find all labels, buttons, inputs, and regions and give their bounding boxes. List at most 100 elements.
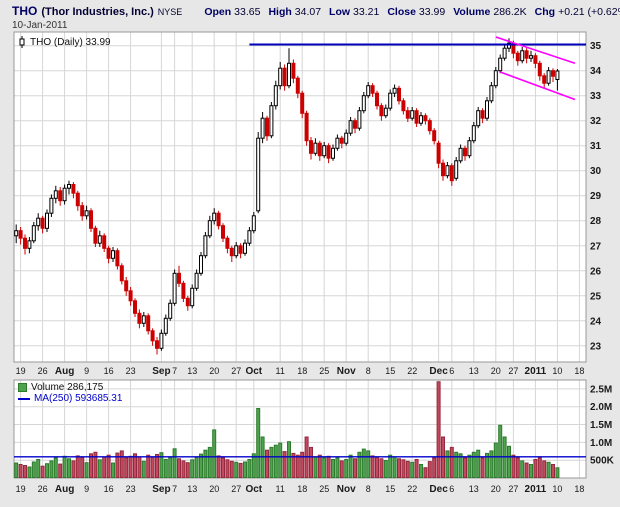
svg-text:20: 20: [209, 484, 219, 494]
svg-text:13: 13: [187, 484, 197, 494]
svg-text:27: 27: [508, 366, 518, 376]
svg-text:31: 31: [590, 141, 602, 152]
ma-legend-text: MA(250) 593685.31: [34, 393, 123, 404]
svg-text:Aug: Aug: [55, 366, 74, 377]
svg-text:2.5M: 2.5M: [590, 384, 612, 395]
svg-text:34: 34: [590, 66, 602, 77]
svg-text:29: 29: [590, 191, 602, 202]
svg-text:20: 20: [491, 366, 501, 376]
svg-text:Nov: Nov: [337, 366, 356, 377]
close-label: Close: [387, 6, 416, 18]
svg-text:Oct: Oct: [245, 484, 262, 495]
svg-text:20: 20: [209, 366, 219, 376]
ticker-symbol: THO: [12, 4, 38, 18]
chg-label: Chg: [534, 6, 556, 18]
svg-text:18: 18: [297, 366, 307, 376]
high-label: High: [268, 6, 292, 18]
svg-text:11: 11: [276, 366, 285, 376]
svg-text:22: 22: [407, 484, 417, 494]
svg-text:19: 19: [16, 484, 26, 494]
svg-text:Aug: Aug: [55, 484, 74, 495]
svg-text:1.5M: 1.5M: [590, 420, 612, 431]
svg-text:7: 7: [172, 484, 177, 494]
svg-text:25: 25: [319, 366, 329, 376]
svg-text:26: 26: [38, 366, 48, 376]
svg-text:18: 18: [574, 366, 584, 376]
price-axis-labels: 23 24 25 26 27 28 29 30 31 32 33 34 35: [590, 41, 602, 352]
gridlines: [14, 32, 586, 478]
svg-text:30: 30: [590, 166, 602, 177]
svg-text:9: 9: [84, 366, 89, 376]
low-value: 33.21: [353, 6, 380, 18]
svg-text:6: 6: [449, 484, 454, 494]
svg-text:27: 27: [508, 484, 518, 494]
svg-text:9: 9: [84, 484, 89, 494]
svg-text:27: 27: [231, 366, 241, 376]
svg-text:25: 25: [319, 484, 329, 494]
svg-text:16: 16: [104, 366, 114, 376]
svg-text:Oct: Oct: [245, 366, 262, 377]
svg-text:13: 13: [469, 366, 479, 376]
svg-text:1.0M: 1.0M: [590, 438, 612, 449]
volume-value: 286.2K: [493, 6, 527, 18]
svg-text:32: 32: [590, 116, 602, 127]
svg-text:11: 11: [276, 484, 285, 494]
svg-text:Nov: Nov: [337, 484, 356, 495]
open-label: Open: [204, 6, 232, 18]
svg-text:500K: 500K: [590, 456, 615, 467]
svg-text:22: 22: [407, 366, 417, 376]
candles-layer: [14, 38, 560, 355]
svg-text:2011: 2011: [525, 484, 547, 495]
svg-text:Sep: Sep: [152, 366, 170, 377]
volume-panel-legend: Volume 286,175 MA(250) 593685.31: [18, 382, 122, 404]
volume-bars-layer: [14, 381, 560, 479]
svg-text:10: 10: [552, 484, 562, 494]
chart-header: THO (Thor Industries, Inc.) NYSE Open 33…: [12, 4, 620, 31]
price-panel: [13, 31, 587, 363]
open-value: 33.65: [234, 6, 261, 18]
svg-text:2011: 2011: [525, 366, 547, 377]
price-legend-text: THO (Daily) 33.99: [30, 36, 111, 48]
svg-text:15: 15: [385, 484, 395, 494]
ma-line-icon: [18, 397, 30, 400]
svg-text:13: 13: [187, 366, 197, 376]
svg-text:18: 18: [297, 484, 307, 494]
svg-text:24: 24: [590, 316, 602, 327]
svg-text:16: 16: [104, 484, 114, 494]
svg-text:2.0M: 2.0M: [590, 402, 612, 413]
volume-swatch-icon: [18, 383, 27, 392]
low-label: Low: [329, 6, 351, 18]
company-name: (Thor Industries, Inc.): [41, 6, 154, 18]
volume-label: Volume: [453, 6, 491, 18]
svg-text:23: 23: [126, 366, 136, 376]
svg-text:8: 8: [366, 366, 371, 376]
price-plot-background: [13, 31, 587, 363]
volume-axis-labels: 500K 1.0M 1.5M 2.0M 2.5M: [590, 384, 615, 466]
volume-legend-text: Volume 286,175: [31, 382, 104, 393]
price-panel-legend: THO (Daily) 33.99: [18, 36, 111, 48]
svg-text:27: 27: [231, 484, 241, 494]
svg-text:8: 8: [366, 484, 371, 494]
svg-text:Sep: Sep: [152, 484, 170, 495]
chart-date: 10-Jan-2011: [12, 20, 68, 31]
svg-text:23: 23: [126, 484, 136, 494]
channel-lines: [495, 36, 576, 101]
close-value: 33.99: [418, 6, 446, 18]
svg-text:33: 33: [590, 91, 602, 102]
svg-text:20: 20: [491, 484, 501, 494]
svg-text:10: 10: [552, 366, 562, 376]
svg-text:35: 35: [590, 41, 602, 52]
x-axis-labels: 19192626AugAug9916162323SepSep7713132020…: [16, 366, 585, 495]
exchange-label: NYSE: [157, 7, 183, 17]
svg-text:Dec: Dec: [429, 484, 448, 495]
svg-text:28: 28: [590, 216, 602, 227]
chg-value: +0.21 (+0.62%): [558, 6, 620, 18]
svg-text:23: 23: [590, 341, 602, 352]
svg-text:Dec: Dec: [429, 366, 448, 377]
quote-strip: Open 33.65 High 34.07 Low 33.21 Close 33…: [196, 6, 620, 18]
svg-text:13: 13: [469, 484, 479, 494]
svg-text:26: 26: [38, 484, 48, 494]
